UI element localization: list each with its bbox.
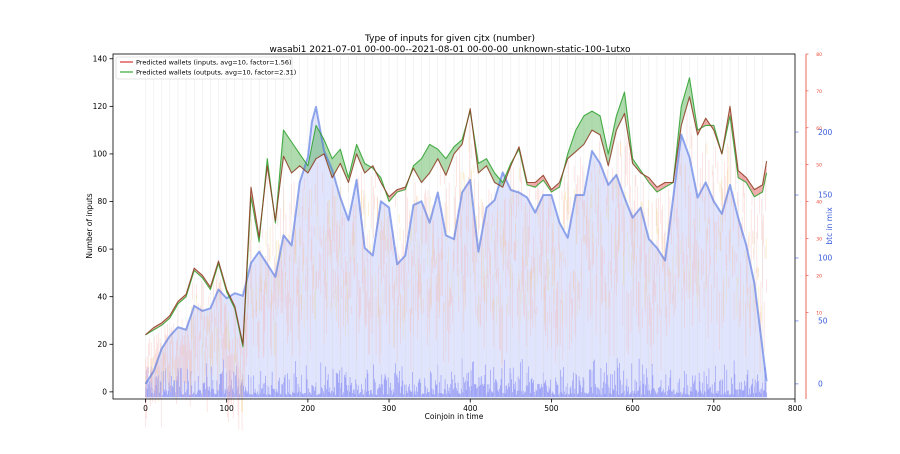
y-axis-label: Number of inputs [85, 193, 94, 258]
y3-tick-label: 50 [816, 163, 822, 169]
between-fill-segment [583, 111, 593, 145]
between-fill-segment [648, 177, 657, 192]
chart-title: Type of inputs for given cjtx (number) [364, 34, 535, 44]
x-tick-label: 0 [143, 404, 148, 413]
between-fill-segment [494, 172, 503, 188]
between-fill-segment [291, 142, 300, 173]
legend-label-outputs: Predicted wallets (outputs, avg=10, fact… [136, 69, 296, 77]
y2-tick-label: 100 [818, 254, 833, 263]
x-tick-label: 400 [463, 404, 478, 413]
y-tick-label: 60 [97, 245, 107, 254]
between-fill-segment [738, 170, 747, 183]
between-fill-segment [746, 177, 755, 197]
y3-tick-label: 40 [816, 200, 822, 206]
x-tick-label: 800 [788, 404, 803, 413]
between-fill-segment [315, 125, 325, 159]
between-fill-segment [332, 149, 341, 178]
x-tick-label: 700 [707, 404, 722, 413]
y2-tick-label: 200 [818, 128, 833, 137]
between-fill-segment [608, 115, 617, 166]
y-tick-label: 120 [93, 102, 108, 111]
axes-layer: 0 100 200 300 400 500 600 700 800020406080100120… [93, 52, 833, 413]
x-tick-label: 200 [301, 404, 316, 413]
between-fill-segment [421, 144, 430, 183]
between-fill-segment [600, 115, 609, 166]
plot-frame [112, 53, 796, 400]
y3-tick-label: 70 [816, 89, 822, 95]
chart-subtitle: wasabi1 2021-07-01 00-00-00--2021-08-01 … [270, 45, 631, 55]
between-fill-segment [575, 115, 584, 152]
between-fill-segment [616, 92, 625, 131]
between-fill-segment [681, 77, 690, 126]
between-fill-segment [283, 130, 292, 173]
x-axis-label: Coinjoin in time [425, 412, 484, 421]
y3-tick-label: 10 [816, 310, 822, 316]
series-layer [144, 77, 768, 385]
between-fill-segment [356, 144, 365, 173]
legend-label-inputs: Predicted wallets (inputs, avg=10, facto… [136, 59, 292, 67]
y-tick-label: 140 [93, 54, 108, 63]
between-fill-segment [437, 149, 446, 176]
legend: Predicted wallets (inputs, avg=10, facto… [115, 56, 296, 80]
y3-tick-label: 60 [816, 126, 822, 132]
x-tick-label: 300 [382, 404, 397, 413]
between-fill-segment [478, 158, 487, 173]
y-tick-label: 80 [97, 197, 107, 206]
y-tick-label: 40 [97, 292, 107, 301]
legend-box [115, 56, 293, 80]
x-tick-label: 500 [544, 404, 559, 413]
y2-tick-label: 0 [818, 380, 823, 389]
y3-tick-label: 20 [816, 273, 822, 279]
y3-tick-label: 30 [816, 236, 822, 242]
y2-axis-label: btc in mix [825, 207, 834, 245]
between-fill-segment [656, 182, 666, 192]
background-bars-layer [145, 56, 768, 431]
between-fill-segment [754, 184, 763, 197]
between-fill-segment [429, 144, 438, 173]
x-tick-label: 600 [625, 404, 640, 413]
mix-series-line [144, 105, 768, 385]
between-fill-segment [397, 187, 406, 192]
between-fill-segment [454, 139, 463, 154]
y3-tick-label: 80 [816, 52, 822, 58]
x-tick-label: 100 [220, 404, 235, 413]
between-fill-segment [486, 158, 495, 183]
between-fill-segment [592, 111, 601, 135]
y2-tick-label: 150 [818, 191, 833, 200]
y2-tick-label: 50 [818, 317, 828, 326]
y-tick-label: 20 [97, 340, 107, 349]
inputs-series-line [145, 96, 768, 345]
between-fill-segment [299, 153, 308, 173]
y-tick-label: 100 [93, 150, 108, 159]
between-fill-segment [445, 146, 454, 176]
between-fill-segment [535, 175, 544, 188]
y-tick-label: 0 [102, 388, 107, 397]
